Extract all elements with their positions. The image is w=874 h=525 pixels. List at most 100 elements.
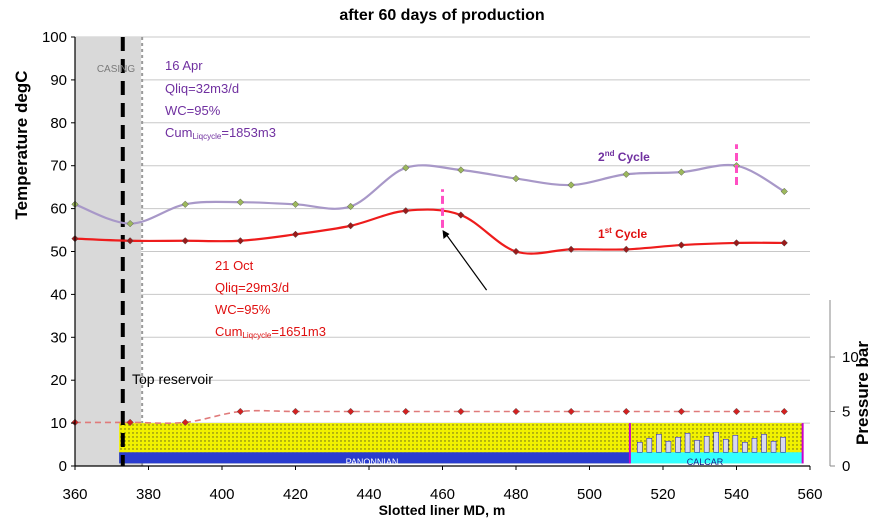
calcar-label: CALCAR <box>687 457 724 467</box>
series-1st-cycle-line <box>74 208 785 255</box>
series-1st-cycle-point <box>677 241 686 249</box>
apr-date: 16 Apr <box>165 58 203 73</box>
rubble-block <box>694 439 700 453</box>
apr-wc: WC=95% <box>165 103 221 118</box>
series-1st-cycle-point <box>512 247 520 256</box>
y-tick-label: 100 <box>42 29 67 46</box>
oct-qliq: Qliq=29m3/d <box>215 280 289 295</box>
y-tick-label: 50 <box>50 244 67 261</box>
series-pressure-point <box>291 407 300 416</box>
y-tick-label: 90 <box>50 72 67 89</box>
y-tick-label: 80 <box>50 115 67 132</box>
legend-1st-text: Cycle <box>612 227 648 241</box>
top-reservoir-label: Top reservoir <box>132 371 213 387</box>
rubble-block <box>742 441 748 453</box>
chart-marks <box>71 37 788 466</box>
y2-tick-label: 10 <box>842 349 859 366</box>
x-tick-label: 500 <box>577 486 602 503</box>
series-2nd-cycle-point <box>181 200 189 208</box>
x-tick-label: 520 <box>650 486 675 503</box>
series-pressure-line <box>74 409 785 424</box>
series-2nd-cycle-point <box>512 174 520 183</box>
y-tick-label: 0 <box>59 458 67 475</box>
series-2nd-cycle-point <box>236 198 245 206</box>
rubble-block <box>646 437 653 453</box>
rubble-block <box>780 436 786 453</box>
series-2nd-cycle-point <box>291 200 300 208</box>
oct-cum: CumLiqcycle=1651m3 <box>215 324 326 340</box>
legend-2nd-sup: nd <box>605 149 615 158</box>
rubble-block <box>703 435 710 453</box>
series-1st-cycle-point <box>181 237 189 245</box>
apr-qliq: Qliq=32m3/d <box>165 81 239 96</box>
rubble-block <box>684 432 691 453</box>
series-2nd-cycle-point <box>126 219 134 228</box>
x-axis-title: Slotted liner MD, m <box>379 502 506 518</box>
y2-axis-title: Pressure bar <box>853 341 872 445</box>
legend-2nd-num: 2 <box>598 150 605 164</box>
series-1st-cycle-point <box>126 237 134 245</box>
x-tick-label: 360 <box>62 486 87 503</box>
series-1st-cycle-point <box>236 237 245 245</box>
series-pressure-point <box>677 407 686 416</box>
rubble-block <box>770 440 777 453</box>
x-tick-label: 420 <box>283 486 308 503</box>
y-tick-label: 20 <box>50 372 67 389</box>
calcar-rubble <box>636 431 786 453</box>
rubble-block <box>656 433 662 453</box>
panonnian-layer <box>119 452 630 464</box>
legend-2nd-cycle: 2nd Cycle <box>598 149 650 164</box>
legend-1st-num: 1 <box>598 227 605 241</box>
x-tick-label: 380 <box>136 486 161 503</box>
series-pressure-point <box>236 407 245 416</box>
legend-1st-sup: st <box>605 226 612 235</box>
series-pressure-point <box>402 407 410 416</box>
legend-2nd-text: Cycle <box>614 150 650 164</box>
series-pressure-point <box>126 418 134 427</box>
series-pressure-point <box>780 407 788 416</box>
annotation-oct: 21 Oct Qliq=29m3/d WC=95% CumLiqcycle=16… <box>215 258 326 340</box>
oct-date: 21 Oct <box>215 258 254 273</box>
x-tick-label: 440 <box>356 486 381 503</box>
oct-cum-value: =1651m3 <box>271 324 326 339</box>
annotation-apr: 16 Apr Qliq=32m3/d WC=95% CumLiqcycle=18… <box>165 58 276 141</box>
panonnian-label: PANONNIAN <box>346 457 399 467</box>
rubble-block <box>636 441 643 453</box>
apr-cum-prefix: Cum <box>165 125 192 140</box>
x-tick-label: 480 <box>503 486 528 503</box>
x-tick-label: 400 <box>209 486 234 503</box>
annotation-arrow <box>445 233 488 291</box>
calcar-layer <box>629 452 803 464</box>
series-1st-cycle-point <box>780 239 788 247</box>
series-2nd-cycle-point <box>567 181 575 189</box>
legend-1st-cycle: 1st Cycle <box>598 226 647 241</box>
x-tick-label: 540 <box>724 486 749 503</box>
oct-cum-sub: Liqcycle <box>242 331 271 340</box>
chart-title: after 60 days of production <box>339 7 544 24</box>
series-2nd-cycle <box>71 162 788 228</box>
y-tick-label: 60 <box>50 201 67 218</box>
series-2nd-cycle-point <box>402 164 410 172</box>
series-1st-cycle-point <box>622 245 630 254</box>
series-2nd-cycle-point <box>622 170 630 178</box>
series-2nd-cycle-point <box>780 187 788 196</box>
series-1st-cycle-point <box>567 245 575 254</box>
series-2nd-cycle-point <box>677 168 686 176</box>
y-tick-label: 30 <box>50 329 67 346</box>
series-1st-cycle-point <box>402 207 410 215</box>
x-tick-label: 560 <box>797 486 822 503</box>
series-pressure-point <box>622 407 630 416</box>
rubble-block <box>732 434 739 453</box>
series-pressure-point <box>457 407 465 416</box>
series-1st-cycle <box>71 207 788 256</box>
series-2nd-cycle-line <box>74 163 785 225</box>
series-2nd-cycle-point <box>457 166 465 174</box>
y2-tick-label: 0 <box>842 458 850 475</box>
series-pressure-point <box>732 407 741 416</box>
y-tick-label: 10 <box>50 415 67 432</box>
series-1st-cycle-point <box>291 230 300 238</box>
oct-wc: WC=95% <box>215 302 271 317</box>
series-2nd-cycle-point <box>346 202 355 211</box>
